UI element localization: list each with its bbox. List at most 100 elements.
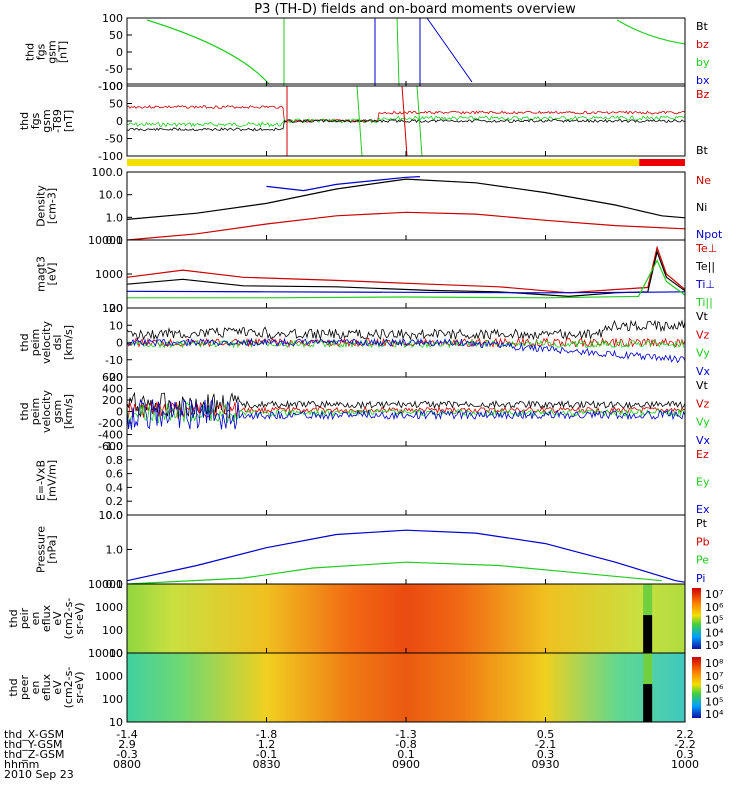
legend-peim-velocity-gsm-1: Vz <box>696 397 710 410</box>
trace-pe <box>126 561 662 585</box>
trace-ti-perp <box>126 290 686 294</box>
ytick-pressure-2: 0.1 <box>106 578 124 591</box>
ylabel-peer-en-eflux-5: (cm2-s- <box>62 667 75 709</box>
colorbar-tick-peir-en-eflux-2: 10⁵ <box>705 614 723 627</box>
trace-ti-par <box>127 259 686 299</box>
legend-pressure-3: Pi <box>696 572 705 585</box>
ytick-fgs-gsm-t89-1: 50 <box>109 98 123 111</box>
ylabel-fgs-gsm-3: [nT] <box>57 41 70 63</box>
trace-by-spike2 <box>396 17 400 87</box>
ylabel-peer-en-eflux-6: sr-eV) <box>73 671 86 703</box>
trace-by <box>146 19 270 85</box>
ytick-e-vxb-0: 1.0 <box>106 440 124 453</box>
legend-temperature-0: Te⊥ <box>695 242 717 255</box>
panel-frame-6 <box>126 445 686 516</box>
ylabel-peim-velocity-dsl-3: dsl <box>51 335 64 351</box>
ylabel-fgs-gsm-t89-2: gsm <box>40 109 53 132</box>
ytick-peim-velocity-dsl-0: 20 <box>109 302 123 315</box>
legend-fgs-gsm-2: by <box>696 56 710 69</box>
ylabel-fgs-gsm-t89-0: thd <box>18 112 31 130</box>
legend-e-vxb-1: Ey <box>696 476 710 489</box>
colorbar-peer-en-eflux <box>692 657 701 718</box>
ytick-pressure-1: 1.0 <box>106 544 124 557</box>
ytick-peer-en-eflux-3: 10 <box>109 716 123 729</box>
colorbar-tick-peer-en-eflux-1: 10⁷ <box>705 670 723 683</box>
ephem-value-2-1: -0.1 <box>256 748 277 761</box>
trace-vt-dsl <box>126 319 686 341</box>
ytick-peir-en-eflux-2: 100 <box>102 624 123 637</box>
legend-peim-velocity-dsl-2: Vy <box>696 347 710 360</box>
ytick-fgs-gsm-t89-3: -50 <box>105 133 123 146</box>
ytick-peer-en-eflux-1: 1000 <box>95 670 123 683</box>
ylabel-fgs-gsm-t89-1: fgs <box>29 112 42 129</box>
heatmap-peir-en-eflux <box>127 584 685 653</box>
colorbar-tick-peir-en-eflux-1: 10⁶ <box>705 601 724 614</box>
ytick-density-1: 10.0 <box>99 189 124 202</box>
legend-temperature-1: Te|| <box>695 260 715 273</box>
ytick-peer-en-eflux-2: 100 <box>102 693 123 706</box>
legend-e-vxb-2: Ex <box>696 503 710 516</box>
colorbar-tick-peer-en-eflux-0: 10⁸ <box>705 657 724 670</box>
legend-fgs-gsm-t89-1: Bt <box>696 144 709 157</box>
ytick-e-vxb-5: 0.0 <box>106 509 124 522</box>
ytick-peir-en-eflux-3: 10 <box>109 647 123 660</box>
legend-peim-velocity-dsl-0: Vt <box>696 310 709 323</box>
trace-bx <box>426 17 473 83</box>
ephem-label-2: thd_Z-GSM <box>4 748 64 761</box>
legend-pressure-1: Pb <box>696 535 710 548</box>
trace-vz-gsm <box>126 401 686 419</box>
panel-frame-2 <box>126 171 686 241</box>
ytick-peim-velocity-dsl-4: -20 <box>105 371 123 384</box>
ephem-label-1: thd_Y-GSM <box>4 738 63 751</box>
trace-vy-gsm <box>126 401 686 424</box>
ytick-peim-velocity-dsl-1: 10 <box>109 319 123 332</box>
colorbar-tick-peer-en-eflux-3: 10⁵ <box>705 695 723 708</box>
ytick-e-vxb-1: 0.8 <box>106 454 124 467</box>
ylabel-e-vxb-1: [mV/m] <box>46 460 59 501</box>
ylabel-fgs-gsm-1: fgs <box>35 43 48 60</box>
legend-fgs-gsm-1: bz <box>696 38 709 51</box>
ylabel-peir-en-eflux-5: (cm2-s- <box>62 598 75 640</box>
trace-vx-dsl <box>126 337 686 364</box>
ephem-value-1-3: -2.1 <box>535 738 556 751</box>
trace-ni <box>126 178 686 220</box>
legend-peim-velocity-dsl-3: Vx <box>696 365 711 378</box>
ylabel-peer-en-eflux-3: eflux <box>40 673 53 701</box>
ylabel-peim-velocity-gsm-1: peim <box>29 398 42 426</box>
ytick-density-2: 1.0 <box>106 211 124 224</box>
ylabel-peim-velocity-gsm-3: gsm <box>51 400 64 423</box>
colorbar-tick-peer-en-eflux-2: 10⁶ <box>705 683 724 696</box>
ephem-value-0-0: -1.4 <box>116 728 137 741</box>
legend-fgs-gsm-t89-0: Bz <box>696 88 710 101</box>
ephem-value-2-4: 0.3 <box>676 748 694 761</box>
ylabel-temperature-0: magt3 <box>35 256 48 292</box>
quality-bar-bad <box>639 159 685 166</box>
trace-t89-spike2 <box>416 85 423 157</box>
ylabel-peir-en-eflux-6: sr-eV) <box>73 602 86 634</box>
trace-bz-t89 <box>126 104 686 124</box>
trace-by-late <box>616 19 686 45</box>
ytick-fgs-gsm-3: -50 <box>105 63 123 76</box>
legend-e-vxb-0: Ez <box>696 448 709 461</box>
colorbar-tick-peir-en-eflux-3: 10⁴ <box>705 626 724 639</box>
ytick-peim-velocity-gsm-5: -400 <box>98 429 123 442</box>
ylabel-peer-en-eflux-2: en <box>29 681 42 695</box>
ylabel-peer-en-eflux-1: peer <box>18 675 31 701</box>
ytick-peim-velocity-gsm-4: -200 <box>98 417 123 430</box>
trace-vx-gsm <box>126 398 686 430</box>
ylabel-peir-en-eflux-4: eV <box>51 611 64 626</box>
colorbar-peir-en-eflux <box>692 588 701 649</box>
colorbar-tick-peir-en-eflux-0: 10⁷ <box>705 588 723 601</box>
ylabel-peim-velocity-dsl-4: [km/s] <box>62 325 75 360</box>
ylabel-peir-en-eflux-1: peir <box>18 607 31 629</box>
panel-frame-0 <box>126 17 686 87</box>
ytick-peer-en-eflux-0: 10000 <box>88 647 123 660</box>
ytick-peir-en-eflux-1: 1000 <box>95 601 123 614</box>
ylabel-fgs-gsm-t89-3: -T89 <box>51 109 64 133</box>
ephem-value-1-0: 2.9 <box>118 738 136 751</box>
heatmap-patch <box>643 584 653 616</box>
ylabel-fgs-gsm-t89-4: [nT] <box>62 110 75 132</box>
ytick-temperature-0: 10000 <box>88 234 123 247</box>
